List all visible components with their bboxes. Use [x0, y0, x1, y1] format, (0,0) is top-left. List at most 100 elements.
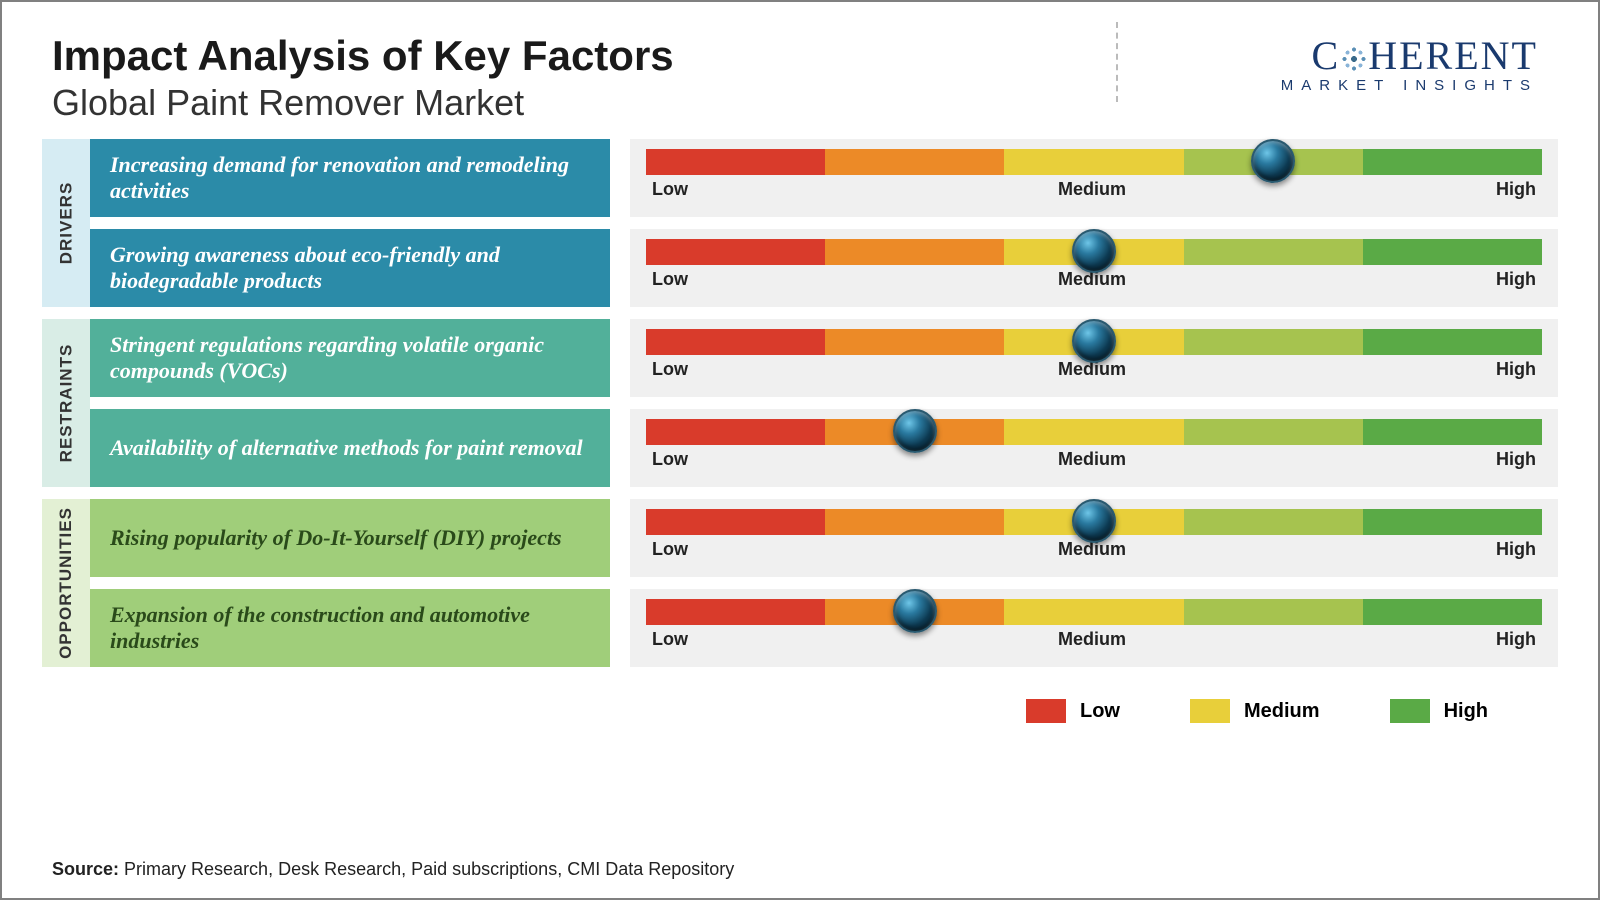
gauge-labels: Low Medium High — [646, 449, 1542, 470]
gauge-segment — [646, 329, 825, 355]
gauge-label-high: High — [1496, 359, 1536, 380]
content-area: DRIVERS Increasing demand for renovation … — [2, 139, 1598, 667]
legend-label: Medium — [1244, 700, 1320, 723]
gauge-segment — [825, 149, 1004, 175]
gauge-label-low: Low — [652, 179, 688, 200]
legend-swatch — [1390, 699, 1430, 723]
gauge: Low Medium High — [630, 139, 1558, 217]
legend-item: Medium — [1190, 699, 1320, 723]
gauge: LowMediumHigh — [630, 319, 1558, 397]
category-tab: OPPORTUNITIES — [42, 499, 90, 667]
gauge-marker — [1251, 139, 1295, 183]
category-restraints: RESTRAINTS Stringent regulations regardin… — [42, 319, 1558, 487]
rows: Stringent regulations regarding volatile… — [90, 319, 1558, 487]
gauge-label-low: Low — [652, 359, 688, 380]
gauge: Low Medium High — [630, 589, 1558, 667]
gauge-segment — [1184, 329, 1363, 355]
gauge-segment — [1363, 509, 1542, 535]
gauge-segment — [825, 329, 1004, 355]
gauge-bar — [646, 509, 1542, 535]
category-label: OPPORTUNITIES — [56, 507, 76, 659]
legend: Low Medium High — [2, 679, 1598, 723]
category-label: DRIVERS — [56, 182, 76, 265]
gauge-label-mid: Medium — [1058, 179, 1126, 200]
factor-row: Increasing demand for renovation and rem… — [90, 139, 1558, 217]
gauge: LowMediumHigh — [630, 229, 1558, 307]
gauge-marker — [1072, 229, 1116, 273]
subtitle: Global Paint Remover Market — [52, 82, 674, 124]
source-text: Primary Research, Desk Research, Paid su… — [119, 859, 734, 879]
gauge-label-high: High — [1496, 269, 1536, 290]
gauge-segment — [1004, 149, 1183, 175]
gauge-segment — [1184, 509, 1363, 535]
logo-post: HERENT — [1368, 33, 1538, 78]
gauge-label-low: Low — [652, 539, 688, 560]
legend-swatch — [1190, 699, 1230, 723]
gauge-label-high: High — [1496, 539, 1536, 560]
gauge-segment — [825, 239, 1004, 265]
gauge-segment — [1363, 599, 1542, 625]
gauge-label-mid: Medium — [1058, 629, 1126, 650]
gauge-marker — [893, 409, 937, 453]
legend-item: Low — [1026, 699, 1120, 723]
header-divider — [1116, 22, 1118, 102]
infographic-frame: Impact Analysis of Key Factors Global Pa… — [0, 0, 1600, 900]
category-label: RESTRAINTS — [56, 344, 76, 463]
factor-text: Availability of alternative methods for … — [90, 409, 610, 487]
factor-text: Growing awareness about eco-friendly and… — [90, 229, 610, 307]
gauge-label-low: Low — [652, 269, 688, 290]
factor-text: Stringent regulations regarding volatile… — [90, 319, 610, 397]
legend-item: High — [1390, 699, 1488, 723]
rows: Rising popularity of Do-It-Yourself (DIY… — [90, 499, 1558, 667]
factor-row: Stringent regulations regarding volatile… — [90, 319, 1558, 397]
gauge-marker — [893, 589, 937, 633]
factor-row: Expansion of the construction and automo… — [90, 589, 1558, 667]
main-title: Impact Analysis of Key Factors — [52, 32, 674, 80]
source-label: Source: — [52, 859, 119, 879]
gauge-segment — [825, 509, 1004, 535]
gauge-bar — [646, 599, 1542, 625]
gauge-segment — [646, 419, 825, 445]
gauge-segment — [1004, 419, 1183, 445]
logo-subtext: MARKET INSIGHTS — [1281, 77, 1538, 94]
gauge-segment — [1363, 149, 1542, 175]
factor-row: Growing awareness about eco-friendly and… — [90, 229, 1558, 307]
gauge-bar — [646, 149, 1542, 175]
factor-text: Rising popularity of Do-It-Yourself (DIY… — [90, 499, 610, 577]
factor-row: Availability of alternative methods for … — [90, 409, 1558, 487]
gauge-label-high: High — [1496, 629, 1536, 650]
legend-swatch — [1026, 699, 1066, 723]
gauge-label-mid: Medium — [1058, 449, 1126, 470]
gauge-label-high: High — [1496, 179, 1536, 200]
gauge-labels: Low Medium High — [646, 629, 1542, 650]
brand-logo: CHERENT MARKET INSIGHTS — [1281, 32, 1548, 94]
gauge-segment — [646, 239, 825, 265]
gauge-segment — [646, 599, 825, 625]
gauge-label-low: Low — [652, 629, 688, 650]
gauge-bar — [646, 329, 1542, 355]
category-drivers: DRIVERS Increasing demand for renovation … — [42, 139, 1558, 307]
gauge-bar — [646, 419, 1542, 445]
category-tab: RESTRAINTS — [42, 319, 90, 487]
gauge-segment — [646, 149, 825, 175]
rows: Increasing demand for renovation and rem… — [90, 139, 1558, 307]
gauge-segment — [1363, 329, 1542, 355]
gauge-segment — [1004, 599, 1183, 625]
gauge-marker — [1072, 499, 1116, 543]
source-line: Source: Primary Research, Desk Research,… — [52, 859, 734, 880]
gauge-label-high: High — [1496, 449, 1536, 470]
gauge-segment — [1184, 239, 1363, 265]
logo-dot-icon — [1338, 43, 1370, 75]
factor-row: Rising popularity of Do-It-Yourself (DIY… — [90, 499, 1558, 577]
gauge-labels: Low Medium High — [646, 179, 1542, 200]
factor-text: Increasing demand for renovation and rem… — [90, 139, 610, 217]
gauge: Low Medium High — [630, 409, 1558, 487]
header: Impact Analysis of Key Factors Global Pa… — [2, 2, 1598, 139]
gauge: LowMediumHigh — [630, 499, 1558, 577]
gauge-segment — [1184, 419, 1363, 445]
category-tab: DRIVERS — [42, 139, 90, 307]
gauge-segment — [1184, 599, 1363, 625]
gauge-segment — [646, 509, 825, 535]
legend-label: Low — [1080, 700, 1120, 723]
gauge-label-low: Low — [652, 449, 688, 470]
